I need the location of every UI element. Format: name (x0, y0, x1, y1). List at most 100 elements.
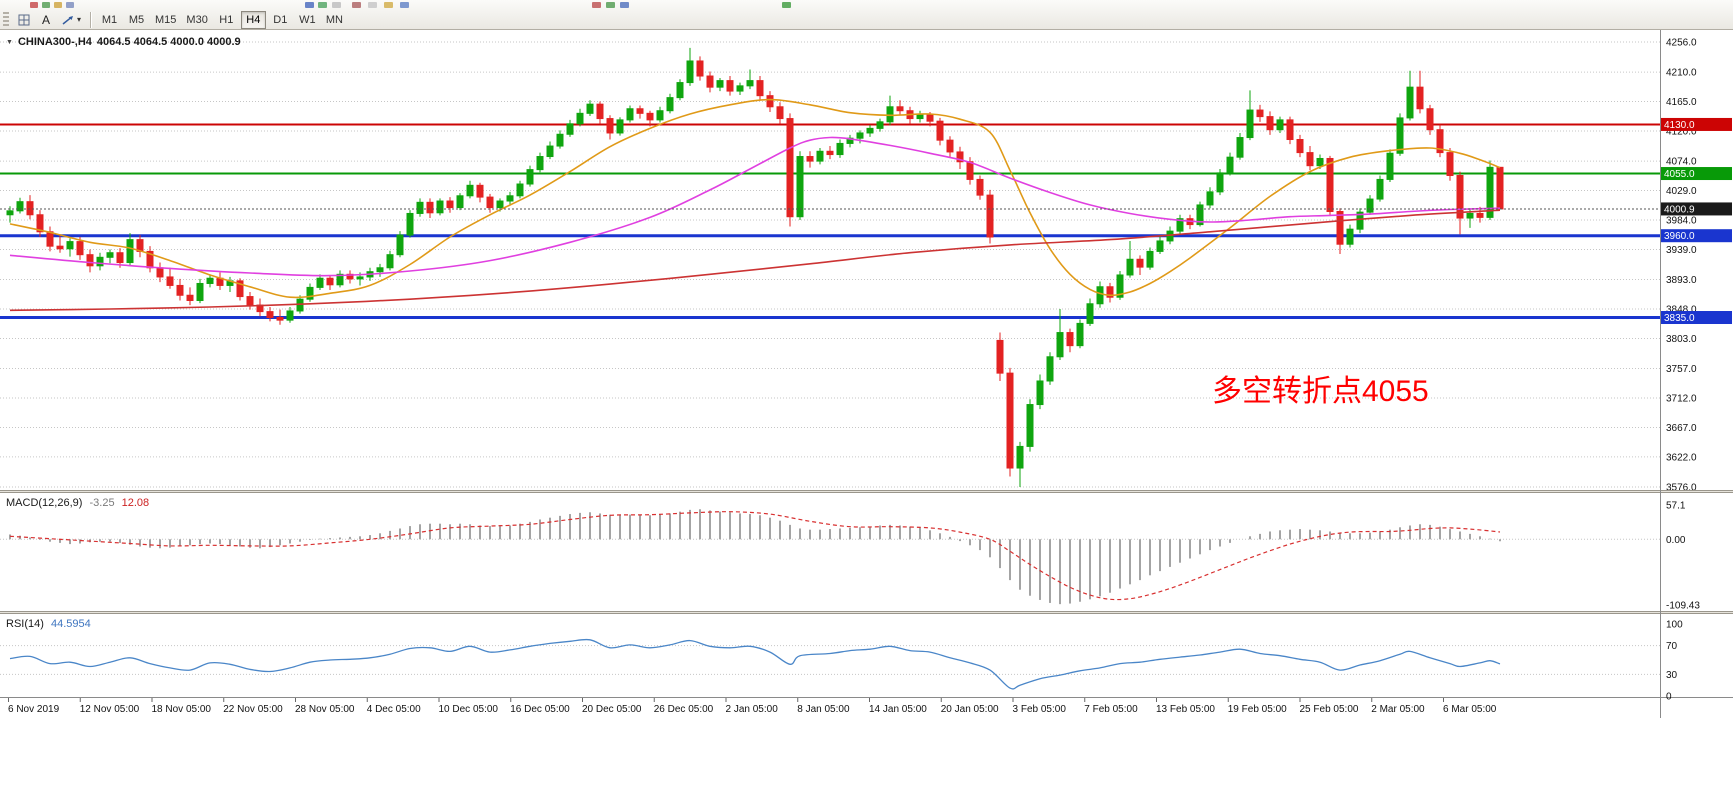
svg-text:3939.0: 3939.0 (1666, 245, 1697, 256)
rsi-name: RSI(14) (6, 618, 44, 630)
svg-text:100: 100 (1666, 620, 1683, 631)
price-level-badge: 4055.0 (1661, 167, 1732, 181)
svg-text:4120.0: 4120.0 (1666, 127, 1697, 138)
macd-main-value: -3.25 (89, 497, 115, 509)
chart-symbol-period: CHINA300-,H4 (17, 36, 92, 48)
clipped-icon (42, 2, 50, 8)
clipped-icon (66, 2, 74, 8)
clipped-icon (54, 2, 62, 8)
svg-text:20 Jan 05:00: 20 Jan 05:00 (941, 704, 999, 715)
candlesticks (6, 47, 1504, 487)
timeframe-button-h1[interactable]: H1 (214, 11, 239, 29)
clipped-icon (620, 2, 629, 8)
clipped-icon (352, 2, 361, 8)
macd-name: MACD(12,26,9) (6, 497, 83, 509)
svg-text:2 Jan 05:00: 2 Jan 05:00 (726, 704, 779, 715)
svg-text:3757.0: 3757.0 (1666, 364, 1697, 375)
svg-text:16 Dec 05:00: 16 Dec 05:00 (510, 704, 570, 715)
svg-text:0: 0 (1666, 692, 1672, 703)
svg-text:10 Dec 05:00: 10 Dec 05:00 (439, 704, 499, 715)
ma-line-slow-red (9, 209, 1501, 312)
svg-text:4 Dec 05:00: 4 Dec 05:00 (367, 704, 421, 715)
svg-text:4055.0: 4055.0 (1664, 169, 1695, 180)
rsi-axis: 100 70 30 0 (1666, 620, 1683, 703)
svg-text:3960.0: 3960.0 (1664, 231, 1695, 242)
rsi-line (9, 638, 1501, 690)
timeframe-button-w1[interactable]: W1 (295, 11, 320, 29)
svg-text:12 Nov 05:00: 12 Nov 05:00 (80, 704, 140, 715)
svg-text:14 Jan 05:00: 14 Jan 05:00 (869, 704, 927, 715)
svg-text:18 Nov 05:00: 18 Nov 05:00 (152, 704, 212, 715)
timeframe-button-mn[interactable]: MN (322, 11, 347, 29)
svg-text:-109.43: -109.43 (1666, 601, 1700, 612)
rsi-value: 44.5954 (50, 618, 91, 630)
macd-histogram (9, 509, 1501, 605)
svg-text:4000.9: 4000.9 (1664, 204, 1695, 215)
svg-text:3835.0: 3835.0 (1664, 313, 1695, 324)
time-axis: 6 Nov 2019 12 Nov 05:00 18 Nov 05:00 22 Nov… (8, 698, 1497, 715)
svg-text:8 Jan 05:00: 8 Jan 05:00 (797, 704, 850, 715)
current-price-badge: 4000.9 (1661, 202, 1732, 216)
svg-text:19 Feb 05:00: 19 Feb 05:00 (1228, 704, 1287, 715)
svg-text:0.00: 0.00 (1666, 535, 1686, 546)
timeframe-button-d1[interactable]: D1 (268, 11, 293, 29)
svg-text:3803.0: 3803.0 (1666, 334, 1697, 345)
clipped-icon (400, 2, 409, 8)
toolbar-separator (90, 11, 92, 28)
svg-text:3848.0: 3848.0 (1666, 305, 1697, 316)
svg-text:3576.0: 3576.0 (1666, 483, 1697, 494)
grid-icon (18, 14, 30, 25)
svg-text:3712.0: 3712.0 (1666, 394, 1697, 405)
macd-signal-line (9, 511, 1501, 601)
timeframe-button-m5[interactable]: M5 (124, 11, 149, 29)
svg-text:3667.0: 3667.0 (1666, 423, 1697, 434)
svg-text:3 Feb 05:00: 3 Feb 05:00 (1013, 704, 1067, 715)
text-tool-icon: A (41, 12, 50, 27)
rsi-indicator-label: RSI(14) 44.5954 (6, 618, 95, 630)
svg-text:30: 30 (1666, 670, 1678, 681)
svg-text:13 Feb 05:00: 13 Feb 05:00 (1156, 704, 1215, 715)
timeframe-toolbar: M1 M5 M15 M30 H1 H4 D1 W1 MN (96, 10, 348, 29)
toolbar-drag-handle[interactable] (3, 12, 9, 27)
chart-window-tool-button[interactable] (13, 10, 35, 29)
timeframe-button-m30[interactable]: M30 (182, 11, 211, 29)
svg-text:4029.0: 4029.0 (1666, 186, 1697, 197)
main-toolbar: A ▾ M1 M5 M15 M30 H1 H4 D1 W1 MN (0, 0, 1733, 30)
svg-text:70: 70 (1666, 641, 1678, 652)
chart-annotation-text: 多空转折点4055 (1212, 375, 1429, 408)
clipped-icon (305, 2, 314, 8)
svg-text:7 Feb 05:00: 7 Feb 05:00 (1084, 704, 1138, 715)
toolbar-row: A ▾ M1 M5 M15 M30 H1 H4 D1 W1 MN (0, 9, 348, 30)
clipped-icon (606, 2, 615, 8)
clipped-icon (368, 2, 377, 8)
symbol-dropdown-icon[interactable]: ▼ (6, 38, 13, 46)
ma-line-mid-magenta (9, 136, 1501, 277)
clipped-toolbar-icons (0, 0, 1733, 9)
svg-text:3984.0: 3984.0 (1666, 216, 1697, 227)
clipped-icon (318, 2, 327, 8)
chart-ohlc-values: 4064.5 4064.5 4000.0 4000.9 (96, 36, 241, 48)
svg-text:28 Nov 05:00: 28 Nov 05:00 (295, 704, 355, 715)
clipped-icon (332, 2, 341, 8)
ma-line-fast-orange (9, 98, 1501, 299)
timeframe-button-m1[interactable]: M1 (97, 11, 122, 29)
timeframe-button-h4[interactable]: H4 (240, 10, 266, 29)
text-label-tool-button[interactable]: A (35, 10, 57, 29)
svg-text:25 Feb 05:00: 25 Feb 05:00 (1300, 704, 1359, 715)
chart-title: ▼ CHINA300-,H4 4064.5 4064.5 4000.0 4000… (6, 36, 241, 48)
price-axis: 4256.0 4210.0 4165.0 4120.0 4074.0 4029.0 3984… (1666, 38, 1697, 494)
caret-down-icon: ▾ (77, 15, 82, 24)
svg-text:3893.0: 3893.0 (1666, 275, 1697, 286)
svg-text:2 Mar 05:00: 2 Mar 05:00 (1371, 704, 1425, 715)
svg-text:57.1: 57.1 (1666, 501, 1686, 512)
svg-text:4130.0: 4130.0 (1664, 120, 1695, 131)
macd-signal-value: 12.08 (121, 497, 150, 509)
svg-text:6 Nov 2019: 6 Nov 2019 (8, 704, 60, 715)
line-studies-tool-button[interactable]: ▾ (57, 10, 85, 29)
price-level-badge: 3960.0 (1661, 229, 1732, 243)
timeframe-button-m15[interactable]: M15 (151, 11, 180, 29)
svg-text:20 Dec 05:00: 20 Dec 05:00 (582, 704, 642, 715)
svg-text:6 Mar 05:00: 6 Mar 05:00 (1443, 704, 1497, 715)
